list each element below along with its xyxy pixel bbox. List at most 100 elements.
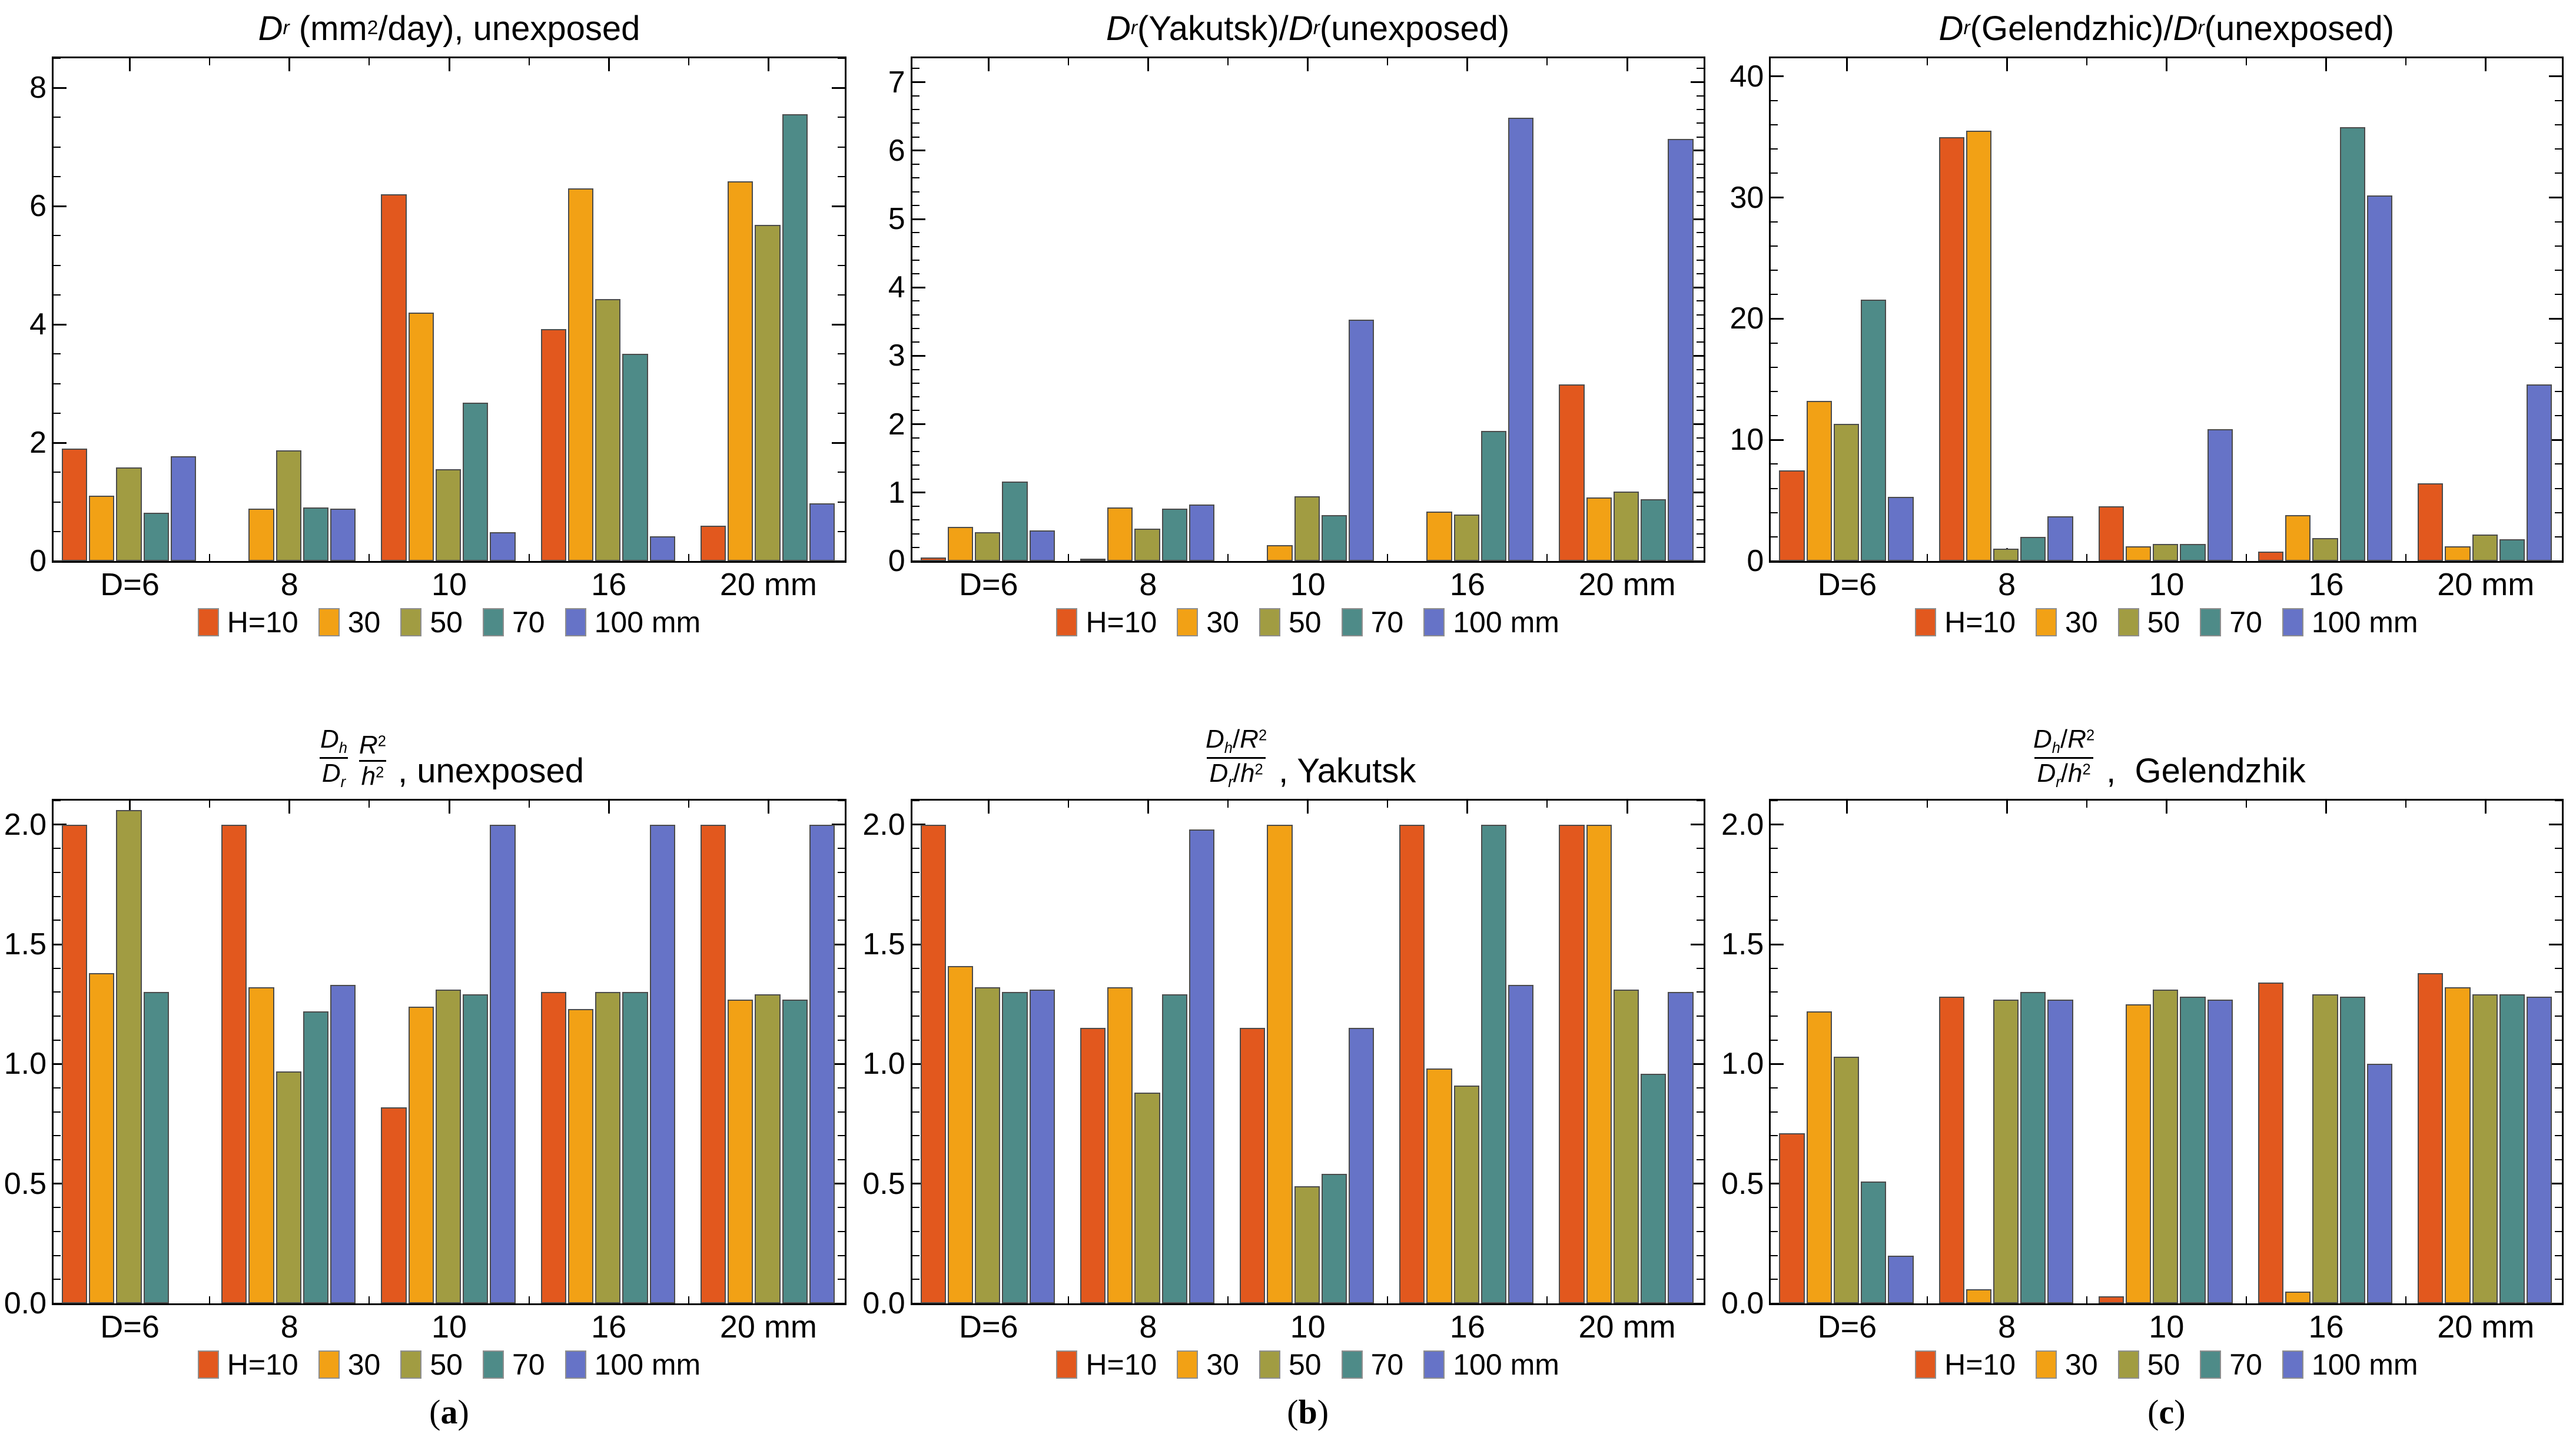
legend-item: 70 [2200,605,2282,639]
title-fragment: R [2067,725,2086,754]
y-minor-tick [2555,848,2562,849]
y-minor-tick [1771,967,1778,969]
chart-panel-bottom-right: Dh/R2 Dr/h2, Gelendzhik 0.0 0.5 1.0 1.5 2.0 D=6… [1717,651,2576,1437]
legend-label: 50 [2147,1348,2180,1381]
legend-item: 70 [1341,605,1424,639]
y-minor-tick [912,164,919,165]
x-minor-tick [1067,801,1069,808]
x-major-tick [987,801,990,814]
x-minor-tick [2086,1296,2087,1303]
bar-D6-100mm [1888,496,1914,561]
x-minor-tick [2405,801,2407,808]
y-minor-tick [1696,245,1704,247]
y-minor-tick [1696,341,1704,343]
y-minor-tick [912,245,919,247]
y-minor-tick [838,920,845,921]
y-tick-label: 40 [1729,59,1764,94]
bar-10-50 [435,469,462,561]
legend-swatch [2200,1350,2222,1379]
y-major-tick [832,1063,845,1065]
y-minor-tick [1696,1039,1704,1041]
y-tick-label: 0.5 [4,1166,47,1201]
bar-8-30 [1966,1289,1991,1303]
bar-16-100mm [1508,985,1534,1303]
y-major-tick [912,1063,925,1065]
y-minor-tick [1771,148,1778,150]
y-minor-tick [912,191,919,193]
y-minor-tick [54,294,61,296]
bar-8-50 [1993,549,2019,561]
y-minor-tick [1771,1159,1778,1160]
title-fragment: R [358,731,378,760]
legend-swatch [2282,608,2303,636]
x-major-tick [2165,58,2167,71]
title-fragment: D [2037,758,2056,788]
legend-swatch [2200,608,2222,636]
x-major-tick [1466,801,1469,814]
y-minor-tick [2555,800,2562,801]
y-minor-tick [1696,848,1704,849]
y-minor-tick [912,232,919,234]
bar-16-H10 [540,992,566,1303]
bar-D6-100mm [1888,1255,1914,1303]
y-minor-tick [2555,1231,2562,1232]
panel-caption: (c) [1769,1392,2564,1432]
bar-20mm-H10 [1559,384,1585,561]
y-minor-tick [838,1111,845,1113]
y-minor-tick [1696,1207,1704,1209]
y-minor-tick [1696,327,1704,329]
y-minor-tick [1696,204,1704,206]
title-fragment: / [2060,725,2068,754]
legend-label: 100 mm [594,1348,701,1381]
bar-16-100mm [2366,195,2393,561]
fraction-numerator: Dh/R2 [2031,725,2097,756]
legend-swatch [1915,608,1937,636]
bar-10-30 [2125,1004,2152,1303]
legend-label: H=10 [227,606,298,639]
y-tick-label: 0.5 [862,1166,905,1201]
y-minor-tick [912,1207,919,1209]
bar-20mm-50 [2472,534,2498,561]
panel-caption: (a) [52,1392,847,1432]
y-minor-tick [912,872,919,873]
legend-item: 70 [482,605,565,639]
y-tick-label: 1.0 [862,1047,905,1081]
bar-10-H10 [1240,1028,1266,1303]
y-major-tick [1771,439,1784,441]
x-tick-label: 8 [280,1309,298,1345]
y-tick-label: 4 [29,307,47,342]
bar-20mm-100mm [2527,384,2552,561]
x-minor-tick [369,801,370,808]
fraction-numerator: R2 [357,731,389,759]
bar-8-H10 [1080,559,1106,561]
title-fragment: D [1106,9,1131,48]
x-minor-tick [369,58,370,65]
y-minor-tick [1771,800,1778,801]
x-minor-tick [1227,801,1229,808]
bar-16-70 [622,992,648,1303]
title-fragment: r [283,17,290,39]
x-major-tick [448,801,450,814]
bar-10-70 [1321,515,1347,561]
x-minor-tick [1387,554,1389,561]
x-minor-tick [1067,58,1069,65]
y-minor-tick [1696,122,1704,124]
title-fragment: h [1240,758,1255,788]
y-minor-tick [838,848,845,849]
y-major-tick [912,560,925,562]
bar-20mm-100mm [1668,139,1694,561]
y-minor-tick [1771,487,1778,489]
y-major-tick [1771,1183,1784,1185]
bar-20mm-50 [1613,491,1639,561]
y-tick-label: 0.0 [1721,1286,1764,1320]
x-tick-label: 20 mm [2437,1309,2535,1345]
y-major-tick [832,205,845,207]
y-minor-tick [912,327,919,329]
x-major-tick [2006,58,2008,71]
y-minor-tick [1696,1279,1704,1280]
title-fragment: 2 [377,733,386,750]
fraction: R2 h2 [357,731,389,791]
y-minor-tick [912,1279,919,1280]
legend-item: H=10 [1915,605,2036,639]
x-minor-tick [528,58,530,65]
